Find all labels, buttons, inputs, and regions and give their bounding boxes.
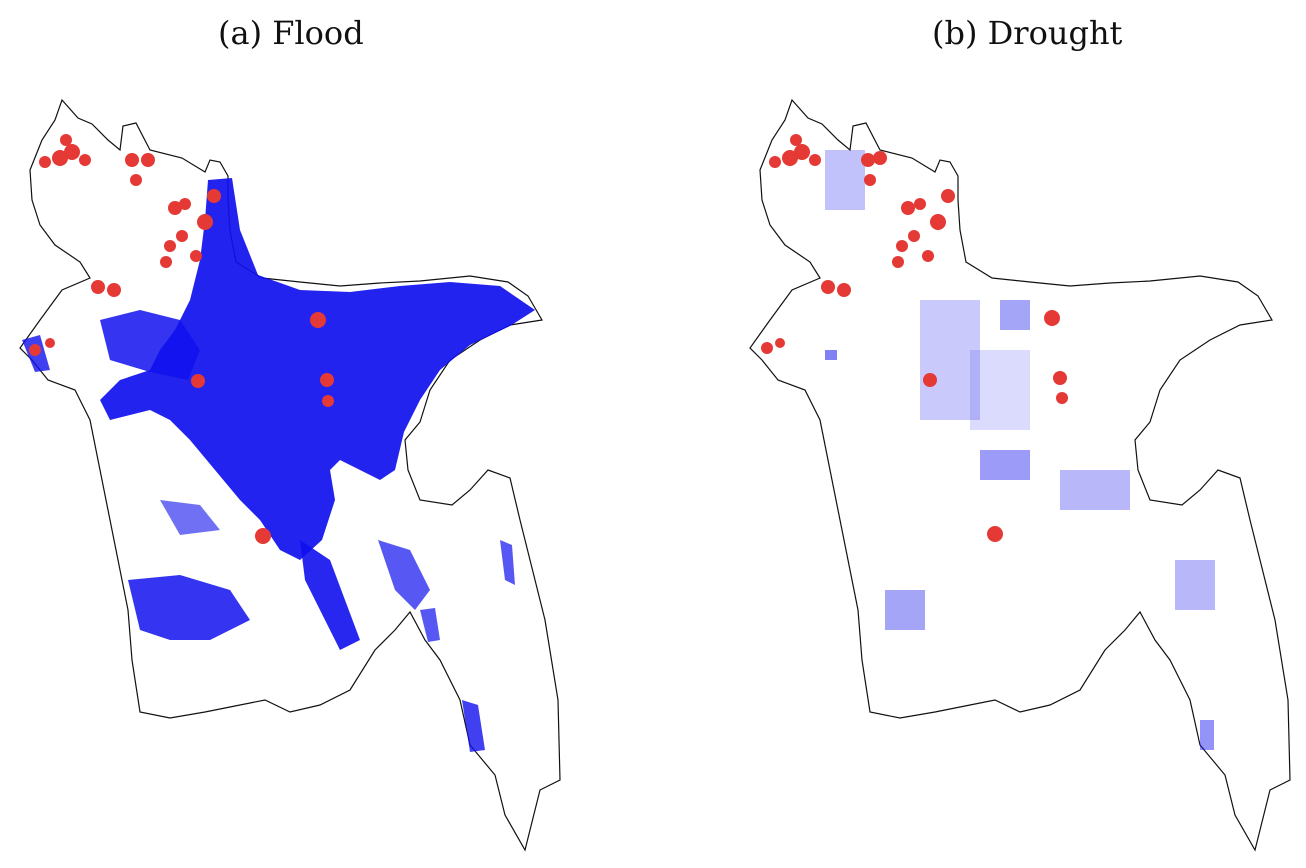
sample-point — [922, 250, 934, 262]
sample-point — [160, 256, 172, 268]
sample-point — [923, 373, 937, 387]
sample-point — [164, 240, 176, 252]
sample-point — [901, 201, 915, 215]
sample-point — [837, 283, 851, 297]
sample-point — [790, 134, 802, 146]
sample-point — [190, 250, 202, 262]
panel-title-drought: (b) Drought — [932, 14, 1123, 52]
sample-point — [1053, 371, 1067, 385]
sample-point — [64, 144, 80, 160]
sample-point — [821, 280, 835, 294]
sample-point — [908, 230, 920, 242]
sample-point — [320, 373, 334, 387]
sample-point — [930, 214, 946, 230]
sample-point — [39, 156, 51, 168]
sample-point — [255, 528, 271, 544]
sample-point — [809, 154, 821, 166]
panel-title-flood: (a) Flood — [218, 14, 364, 52]
sample-point — [310, 312, 326, 328]
drought-points — [761, 134, 1068, 542]
sample-point — [782, 150, 798, 166]
sample-point — [769, 156, 781, 168]
sample-point — [197, 214, 213, 230]
sample-point — [176, 230, 188, 242]
sample-point — [914, 198, 926, 210]
sample-point — [107, 283, 121, 297]
sample-point — [794, 144, 810, 160]
sample-point — [29, 344, 41, 356]
flood-points — [29, 134, 334, 544]
sample-point — [79, 154, 91, 166]
sample-point — [1044, 310, 1060, 326]
drought-water-layer — [825, 150, 1215, 750]
sample-point — [775, 338, 785, 348]
sample-point — [1056, 392, 1068, 404]
sample-point — [125, 153, 139, 167]
sample-point — [45, 338, 55, 348]
flood-water-layer — [22, 178, 535, 752]
flood-map — [19, 99, 561, 851]
sample-point — [141, 153, 155, 167]
sample-point — [892, 256, 904, 268]
drought-map — [749, 99, 1291, 851]
sample-point — [873, 151, 887, 165]
sample-point — [52, 150, 68, 166]
sample-point — [60, 134, 72, 146]
sample-point — [761, 342, 773, 354]
sample-point — [179, 198, 191, 210]
sample-point — [91, 280, 105, 294]
sample-point — [896, 240, 908, 252]
sample-point — [207, 189, 221, 203]
sample-point — [987, 526, 1003, 542]
sample-point — [322, 395, 334, 407]
sample-point — [864, 174, 876, 186]
sample-point — [861, 153, 875, 167]
sample-point — [168, 201, 182, 215]
sample-point — [941, 189, 955, 203]
sample-point — [130, 174, 142, 186]
sample-point — [191, 374, 205, 388]
